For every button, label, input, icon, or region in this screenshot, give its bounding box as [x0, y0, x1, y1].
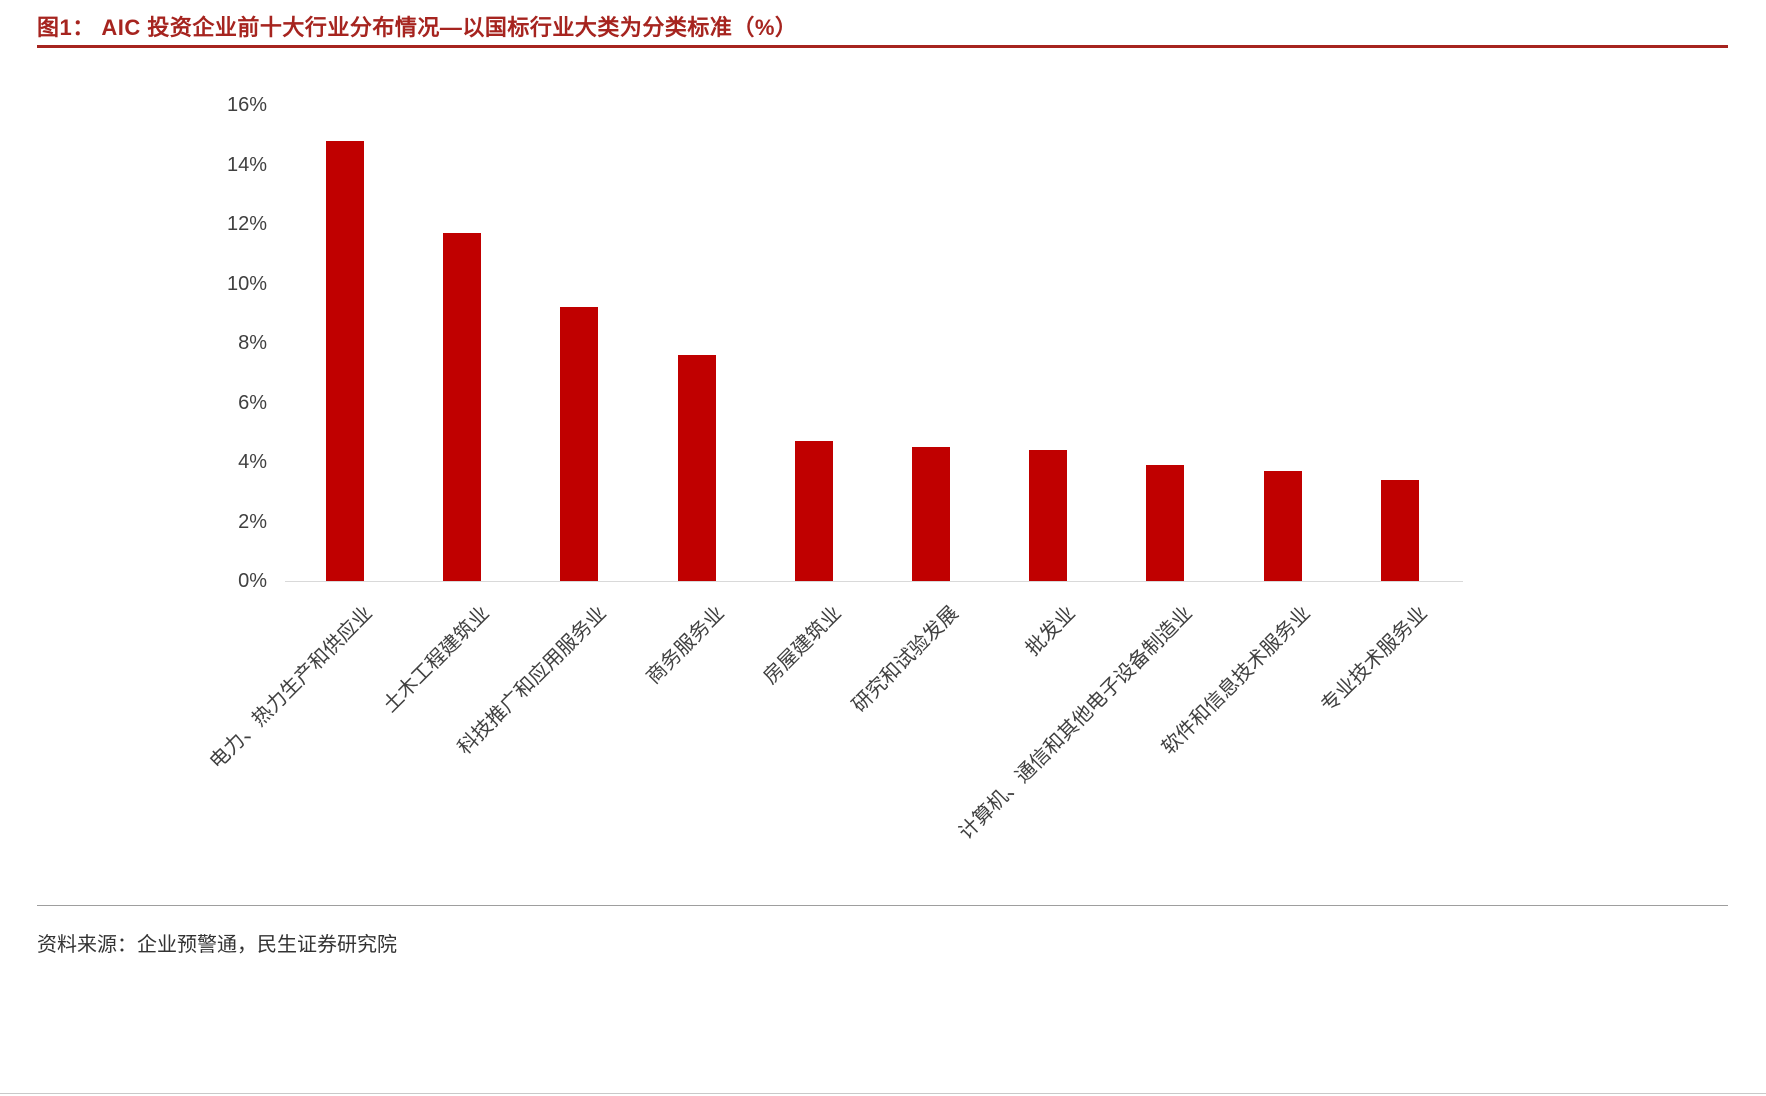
bar — [560, 307, 599, 581]
y-tick-label: 4% — [238, 451, 267, 473]
figure-title: 图1： AIC 投资企业前十大行业分布情况—以国标行业大类为分类标准（%） — [37, 15, 798, 40]
bar-chart: 0% 2% 4% 6% 8% 10% 12% 14% 16% 电力、热力生产和供应业 土木工程建筑… — [205, 94, 1463, 845]
y-tick-label: 10% — [226, 272, 267, 295]
bottom-border-line — [0, 1093, 1766, 1094]
x-axis-line — [285, 581, 1463, 582]
x-category-label: 批发业 — [1022, 602, 1081, 661]
bar — [326, 140, 364, 581]
x-category-label: 计算机、通信和其他电子设备制造业 — [955, 602, 1198, 845]
y-tick-label: 6% — [238, 391, 267, 414]
y-tick-label: 16% — [226, 94, 267, 116]
bar — [1029, 450, 1068, 581]
x-category-label: 专业技术服务业 — [1317, 602, 1432, 717]
y-tick-label: 14% — [226, 153, 267, 176]
bar — [677, 354, 716, 581]
source-divider-line — [37, 905, 1728, 906]
y-tick-label: 8% — [238, 332, 267, 354]
y-tick-label: 0% — [238, 570, 267, 592]
x-category-label: 电力、热力生产和供应业 — [205, 602, 377, 774]
x-category-label: 房屋建筑业 — [759, 602, 846, 689]
bar — [794, 441, 833, 581]
x-category-label: 土木工程建筑业 — [379, 602, 495, 717]
title-underline — [37, 45, 1728, 48]
source-note: 资料来源：企业预警通，民生证券研究院 — [37, 934, 397, 956]
bar — [1380, 479, 1419, 581]
y-tick-label: 12% — [226, 213, 267, 235]
x-category-label: 研究和试验发展 — [848, 602, 963, 717]
bar — [1146, 464, 1185, 581]
x-category-label: 商务服务业 — [642, 602, 729, 689]
bar — [443, 232, 482, 581]
y-tick-label: 2% — [238, 510, 267, 533]
bar — [1263, 470, 1302, 581]
bar — [912, 447, 950, 581]
